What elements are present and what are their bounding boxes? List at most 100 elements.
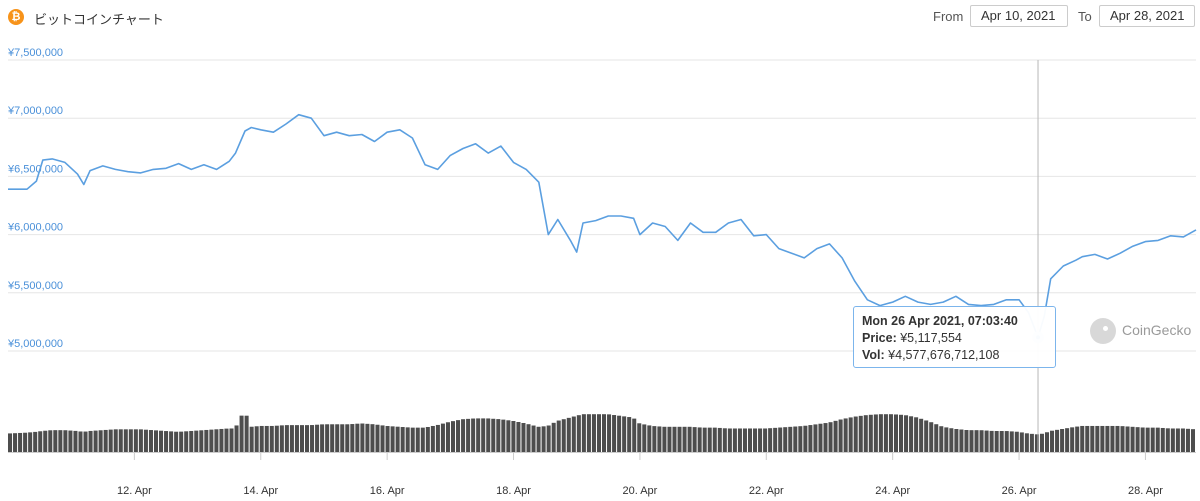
volume-bar — [118, 429, 123, 452]
volume-bar — [758, 428, 763, 452]
volume-bar — [88, 430, 93, 452]
volume-bar — [1105, 425, 1110, 452]
volume-bar — [697, 427, 702, 452]
volume-bar — [38, 431, 43, 452]
volume-bar — [607, 414, 612, 452]
volume-bar — [843, 418, 848, 452]
volume-bar — [657, 426, 662, 452]
volume-bar — [153, 430, 159, 452]
volume-bar — [1120, 426, 1125, 452]
volume-bar — [561, 419, 566, 452]
volume-bar — [1075, 426, 1080, 452]
volume-bar — [979, 430, 984, 452]
volume-bar — [682, 426, 687, 452]
price-tooltip: Mon 26 Apr 2021, 07:03:40 Price: ¥5,117,… — [853, 306, 1056, 368]
volume-bar — [1115, 425, 1120, 452]
volume-bar — [531, 425, 536, 452]
volume-bar — [521, 423, 526, 452]
x-tick-label: 12. Apr — [117, 485, 152, 497]
volume-bar — [73, 430, 78, 452]
volume-bar — [48, 430, 53, 452]
volume-bar — [1055, 429, 1060, 452]
volume-bar — [858, 415, 863, 452]
volume-bar — [78, 431, 83, 452]
volume-bar — [647, 425, 652, 452]
volume-bar — [1085, 425, 1090, 452]
volume-bar — [128, 429, 133, 452]
volume-bar — [808, 425, 813, 452]
volume-bar — [1009, 431, 1014, 452]
volume-bar — [732, 428, 737, 452]
volume-bar — [279, 425, 284, 452]
volume-bar — [833, 420, 838, 452]
volume-bar — [823, 423, 828, 452]
volume-bar — [325, 424, 330, 452]
volume-bar — [43, 430, 48, 452]
volume-bar — [466, 418, 471, 452]
volume-bar — [571, 416, 576, 452]
x-tick-label: 28. Apr — [1128, 485, 1163, 497]
volume-bar — [878, 414, 883, 452]
volume-bar — [722, 428, 727, 452]
volume-bar — [984, 430, 989, 452]
volume-bar — [8, 433, 13, 452]
volume-bar — [53, 430, 58, 452]
volume-bar — [13, 433, 18, 452]
volume-bar — [617, 415, 622, 452]
volume-bar — [511, 420, 516, 452]
volume-bar — [375, 424, 380, 452]
volume-bar — [365, 423, 370, 452]
volume-bar — [637, 423, 642, 452]
volume-bar — [310, 425, 315, 452]
chart-title: ビットコインチャート — [34, 12, 164, 27]
volume-bar — [677, 426, 682, 452]
x-tick-label: 24. Apr — [875, 485, 910, 497]
volume-bar — [320, 424, 325, 452]
volume-bar — [763, 428, 768, 452]
volume-bar — [853, 416, 858, 452]
volume-bar — [476, 418, 481, 452]
volume-bar — [461, 419, 466, 452]
volume-bar — [264, 425, 269, 452]
volume-bar — [1039, 433, 1044, 452]
volume-bar — [456, 420, 461, 452]
tooltip-price-label: Price: — [862, 331, 897, 345]
tooltip-vol-value: ¥4,577,676,712,108 — [888, 348, 1000, 362]
volume-bar — [1034, 434, 1039, 452]
volume-bar — [269, 425, 274, 452]
x-tick-label: 18. Apr — [496, 485, 531, 497]
volume-bar — [1125, 426, 1130, 452]
volume-bar — [581, 414, 586, 452]
volume-bar — [219, 428, 224, 452]
volume-bar — [747, 428, 753, 452]
volume-bar — [717, 427, 722, 452]
volume-bar — [33, 431, 38, 452]
volume-bar — [103, 429, 108, 452]
volume-bar — [1155, 427, 1160, 452]
from-label: From — [933, 9, 964, 24]
volume-bar — [818, 423, 823, 452]
volume-bar — [873, 414, 878, 452]
volume-bar — [586, 414, 591, 452]
volume-bar — [1180, 428, 1185, 452]
volume-bar — [1170, 428, 1175, 452]
volume-bar — [909, 416, 914, 452]
volume-bar — [712, 427, 717, 452]
volume-bar — [239, 415, 244, 452]
volume-bar — [576, 415, 581, 452]
volume-bar — [798, 426, 803, 452]
from-date-input[interactable]: Apr 10, 2021 — [970, 5, 1068, 27]
volume-bar — [1080, 425, 1085, 452]
y-tick-label: ¥5,500,000 — [7, 280, 63, 292]
coingecko-icon — [1090, 318, 1116, 344]
volume-bar — [596, 414, 601, 452]
volume-bar — [18, 432, 23, 452]
volume-bar — [224, 428, 229, 452]
to-date-input[interactable]: Apr 28, 2021 — [1099, 5, 1195, 27]
volume-bar — [672, 426, 677, 452]
y-axis: ¥7,500,000 ¥7,000,000 ¥6,500,000 ¥6,000,000… — [7, 47, 63, 350]
volume-bar — [23, 432, 28, 452]
volume-bar — [143, 429, 148, 452]
volume-bar — [229, 428, 234, 452]
